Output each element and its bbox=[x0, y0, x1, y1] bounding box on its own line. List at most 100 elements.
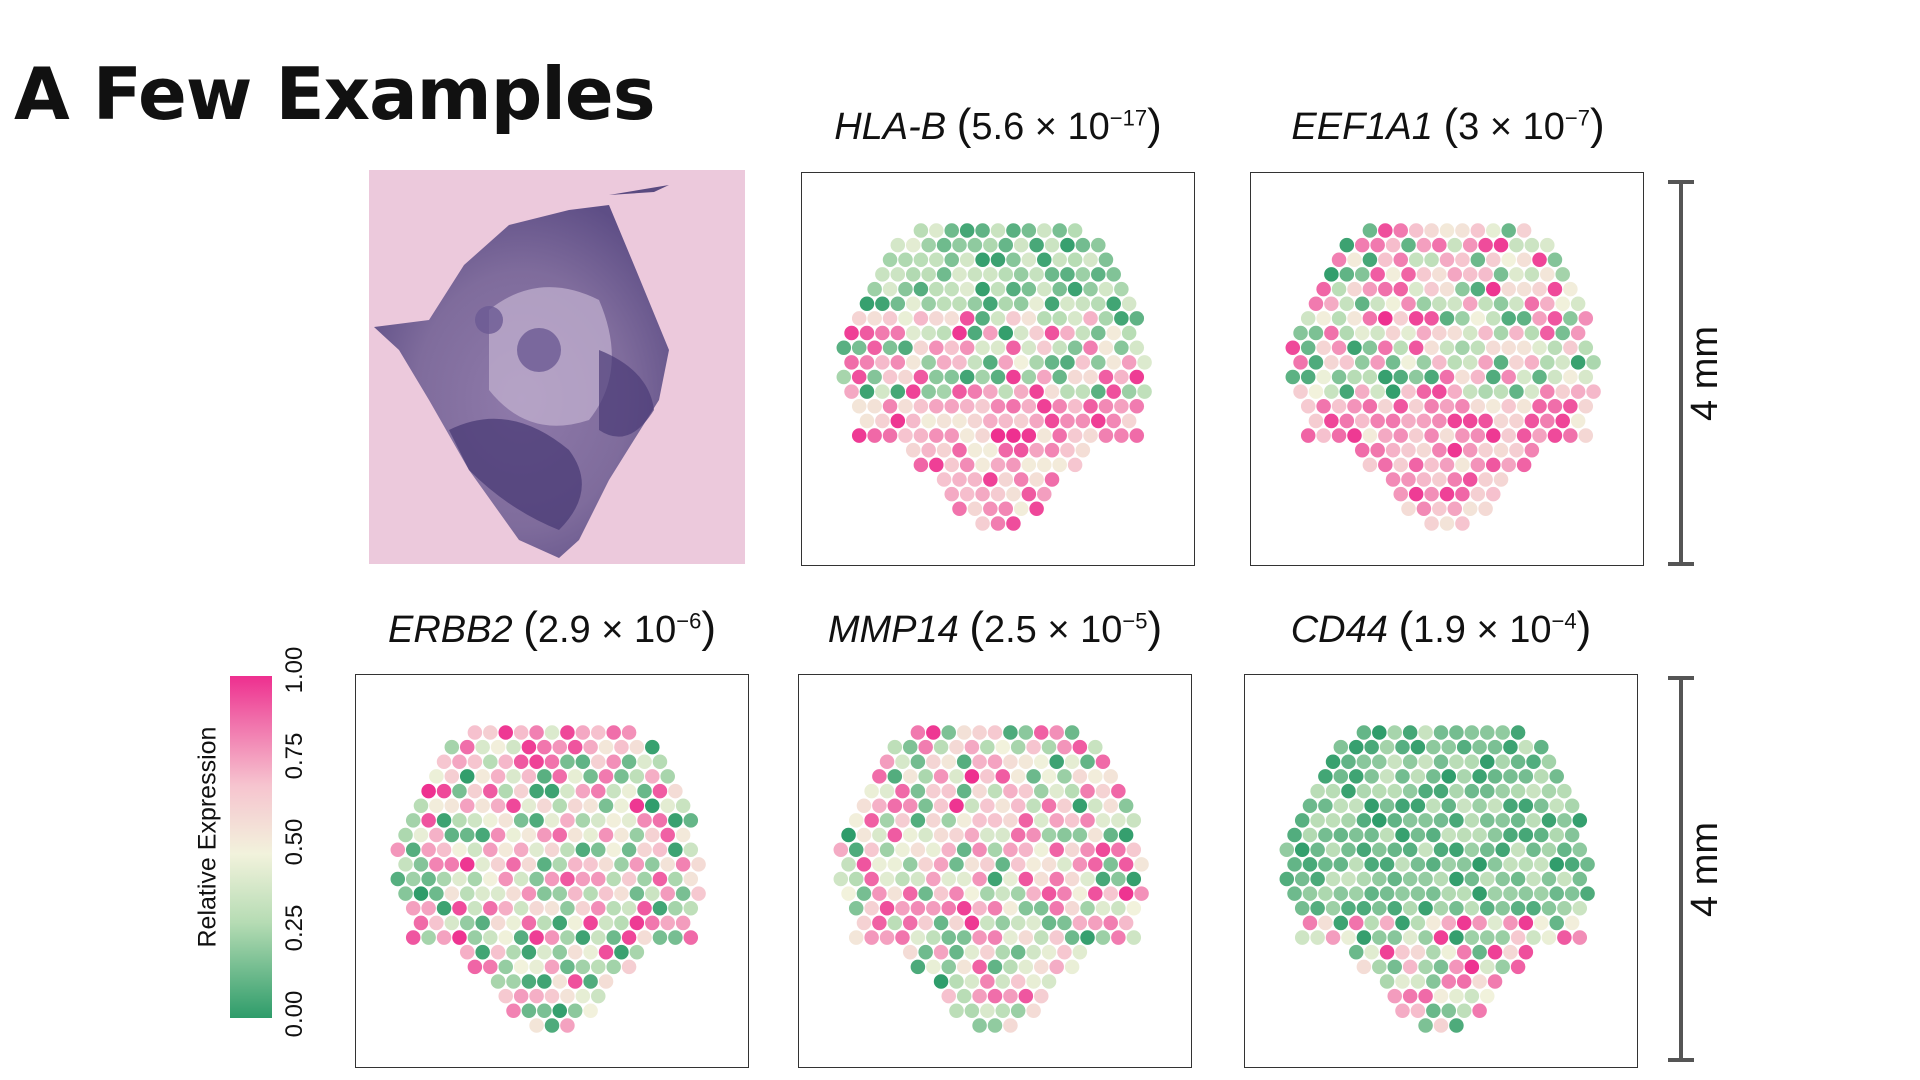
spot bbox=[1037, 486, 1052, 502]
spot bbox=[1410, 1003, 1426, 1019]
spot bbox=[910, 725, 926, 740]
spot bbox=[1516, 428, 1532, 443]
spot bbox=[1393, 428, 1408, 443]
spot bbox=[990, 311, 1006, 326]
spot bbox=[956, 959, 972, 975]
spot bbox=[629, 944, 645, 960]
spot bbox=[1518, 915, 1534, 931]
spot bbox=[1302, 798, 1318, 813]
spot bbox=[413, 886, 429, 901]
spot bbox=[1455, 398, 1470, 414]
spot bbox=[1044, 442, 1060, 458]
spot bbox=[1372, 754, 1387, 770]
spot bbox=[591, 813, 606, 828]
spot bbox=[567, 857, 583, 872]
spot bbox=[1044, 384, 1060, 399]
spot bbox=[1410, 769, 1426, 784]
spot bbox=[1034, 988, 1049, 1004]
spot bbox=[1395, 798, 1410, 813]
spot bbox=[941, 725, 956, 740]
spot bbox=[1095, 754, 1111, 770]
spot bbox=[1510, 842, 1526, 857]
spot-plot-mmp14 bbox=[798, 674, 1192, 1068]
spot bbox=[537, 915, 552, 931]
spot bbox=[1439, 428, 1455, 443]
spot bbox=[936, 237, 952, 253]
spot bbox=[1564, 827, 1580, 843]
spot bbox=[959, 311, 975, 326]
spot bbox=[941, 754, 956, 770]
spot bbox=[683, 930, 699, 945]
spot bbox=[864, 930, 879, 945]
spot bbox=[1333, 827, 1349, 843]
spot bbox=[1083, 428, 1098, 443]
spot bbox=[1325, 871, 1341, 887]
spot bbox=[1424, 281, 1439, 297]
spot bbox=[1037, 428, 1052, 443]
spot bbox=[1426, 1003, 1441, 1019]
spot bbox=[521, 1003, 537, 1019]
spot bbox=[1356, 871, 1372, 887]
spot bbox=[444, 857, 460, 872]
spot bbox=[606, 900, 621, 916]
spot bbox=[1064, 900, 1080, 916]
slide-title: A Few Examples bbox=[14, 52, 656, 136]
spot bbox=[1524, 267, 1540, 282]
spot bbox=[1557, 900, 1572, 916]
spot bbox=[1037, 457, 1052, 473]
spot bbox=[952, 384, 967, 399]
spot bbox=[1029, 413, 1044, 429]
spot bbox=[1418, 871, 1433, 887]
spot bbox=[1339, 237, 1355, 253]
spot bbox=[621, 754, 637, 770]
spot bbox=[1432, 267, 1447, 282]
spot bbox=[1060, 296, 1075, 311]
spot bbox=[1493, 296, 1509, 311]
spot bbox=[1510, 900, 1526, 916]
spot bbox=[1510, 783, 1526, 799]
spot bbox=[1501, 252, 1516, 268]
spot bbox=[452, 813, 467, 828]
spot bbox=[1378, 340, 1393, 355]
spot bbox=[926, 959, 941, 975]
spot bbox=[1393, 223, 1408, 238]
spot bbox=[1441, 739, 1457, 755]
spot bbox=[537, 769, 552, 784]
spot bbox=[1395, 944, 1410, 960]
spot bbox=[975, 340, 990, 355]
spot bbox=[998, 442, 1014, 458]
spot bbox=[1339, 296, 1355, 311]
spot bbox=[1339, 267, 1355, 282]
spot bbox=[872, 886, 887, 901]
spot bbox=[1044, 472, 1060, 487]
spot bbox=[629, 739, 645, 755]
spot bbox=[1493, 325, 1509, 341]
spot bbox=[1503, 739, 1518, 755]
spot bbox=[1354, 442, 1370, 458]
spot bbox=[1052, 281, 1067, 297]
spot bbox=[887, 798, 903, 813]
spot bbox=[575, 871, 591, 887]
spot bbox=[944, 398, 959, 414]
spot bbox=[1006, 223, 1021, 238]
spot bbox=[1060, 267, 1075, 282]
spot bbox=[606, 783, 621, 799]
spot bbox=[967, 325, 983, 341]
spot bbox=[529, 842, 544, 857]
spot bbox=[1083, 311, 1098, 326]
spot bbox=[552, 915, 568, 931]
spot bbox=[1095, 842, 1111, 857]
spot bbox=[1064, 754, 1080, 770]
spot bbox=[483, 871, 498, 887]
spot bbox=[660, 798, 675, 813]
spot bbox=[1578, 398, 1594, 414]
spot bbox=[1370, 413, 1385, 429]
spot bbox=[1426, 739, 1441, 755]
spot bbox=[1057, 739, 1072, 755]
spot bbox=[560, 754, 575, 770]
spot bbox=[859, 355, 875, 370]
spot bbox=[905, 413, 921, 429]
spot bbox=[1478, 325, 1493, 341]
panel-title-cd44: CD44 (1.9 × 10−4) bbox=[1290, 603, 1592, 652]
spot bbox=[1018, 930, 1034, 945]
